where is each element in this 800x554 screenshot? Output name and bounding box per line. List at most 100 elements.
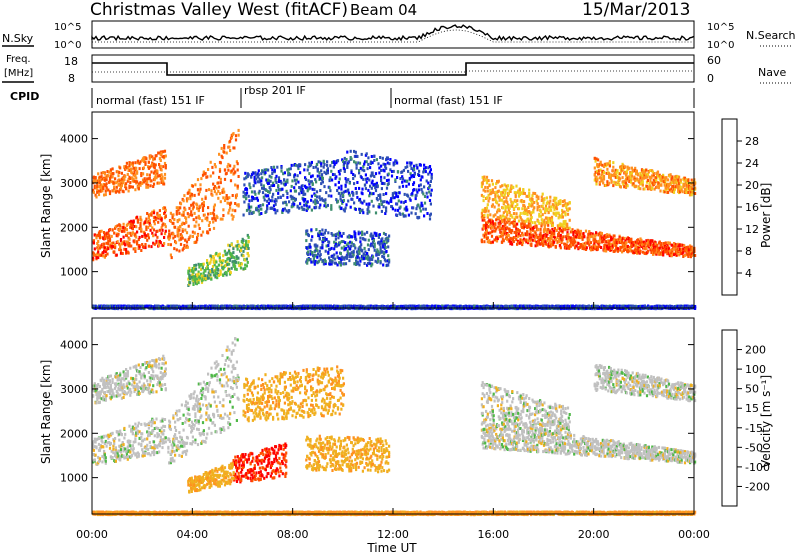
data-cell: [634, 179, 637, 183]
data-cell: [361, 249, 364, 253]
data-cell: [568, 226, 571, 230]
data-cell: [288, 200, 291, 204]
data-cell: [128, 186, 131, 189]
data-cell: [310, 198, 313, 202]
data-cell: [322, 262, 326, 266]
data-cell: [163, 210, 167, 214]
data-cell: [103, 178, 106, 182]
data-cell: [662, 253, 665, 257]
nsky-tick-top: 10^5: [54, 22, 81, 33]
data-cell: [584, 241, 588, 245]
data-cell: [336, 263, 339, 267]
data-cell: [579, 235, 582, 239]
data-cell: [216, 216, 219, 220]
data-cell: [595, 233, 598, 237]
data-cell: [501, 184, 504, 188]
data-cell: [428, 165, 432, 168]
data-cell: [384, 233, 387, 236]
data-cell: [226, 261, 229, 265]
data-cell: [505, 196, 508, 200]
data-cell: [337, 191, 340, 195]
data-cell: [543, 198, 546, 201]
data-cell: [234, 138, 238, 142]
data-cell: [597, 172, 601, 176]
data-cell: [412, 175, 416, 178]
data-cell: [379, 195, 382, 199]
data-cell: [319, 198, 322, 202]
data-cell: [347, 245, 350, 249]
data-cell: [649, 242, 652, 246]
data-cell: [123, 178, 126, 182]
data-cell: [216, 276, 219, 280]
data-cell: [377, 162, 380, 166]
data-cell: [227, 168, 230, 172]
data-cell: [272, 204, 276, 208]
data-cell: [304, 198, 307, 201]
data-cell: [682, 255, 685, 258]
data-cell: [694, 186, 697, 190]
data-cell: [142, 180, 145, 184]
data-cell: [231, 254, 234, 258]
data-cell: [237, 256, 240, 260]
data-cell: [237, 175, 240, 178]
data-cell: [582, 232, 585, 235]
data-cell: [548, 242, 551, 246]
data-cell: [125, 248, 128, 251]
cpid-segment-label: rbsp 201 IF: [244, 84, 306, 97]
data-cell: [330, 262, 333, 266]
data-cell: [496, 237, 499, 241]
data-cell: [329, 176, 332, 180]
data-cell: [380, 169, 383, 172]
data-cell: [122, 181, 125, 185]
data-cell: [425, 191, 428, 195]
data-cell: [96, 185, 99, 189]
data-cell: [185, 217, 188, 221]
data-cell: [624, 239, 627, 243]
data-cell: [163, 206, 167, 210]
data-cell: [671, 250, 674, 254]
data-cell: [190, 210, 193, 214]
data-cell: [179, 206, 182, 210]
data-cell: [401, 212, 405, 216]
data-cell: [229, 201, 233, 205]
data-cell: [345, 203, 348, 207]
data-cell: [373, 159, 376, 162]
data-cell: [678, 181, 681, 185]
data-cell: [244, 263, 247, 267]
data-cell: [507, 233, 510, 237]
data-cell: [312, 260, 315, 264]
data-cell: [503, 200, 506, 204]
data-cell: [103, 172, 106, 176]
data-cell: [674, 185, 677, 189]
data-cell: [396, 202, 399, 206]
data-cell: [92, 190, 95, 194]
data-cell: [362, 237, 365, 241]
data-cell: [212, 213, 216, 217]
data-cell: [670, 189, 673, 193]
data-cell: [385, 209, 388, 213]
data-cell: [379, 193, 382, 197]
data-cell: [118, 190, 121, 194]
data-cell: [151, 210, 154, 214]
data-cell: [215, 186, 218, 190]
data-cell: [359, 245, 362, 249]
data-cell: [542, 228, 546, 232]
data-cell: [384, 212, 387, 215]
data-cell: [328, 186, 331, 190]
data-cell: [679, 178, 682, 182]
data-cell: [363, 256, 366, 260]
data-cell: [377, 257, 380, 261]
data-cell: [227, 162, 230, 166]
data-cell: [179, 237, 183, 241]
data-cell: [385, 192, 388, 196]
data-cell: [547, 237, 550, 240]
data-cell: [232, 251, 235, 255]
data-cell: [344, 206, 347, 210]
data-cell: [185, 199, 189, 203]
data-cell: [600, 232, 603, 235]
data-cell: [513, 217, 516, 221]
data-cell: [153, 242, 156, 246]
data-cell: [429, 212, 432, 216]
data-cell: [673, 245, 676, 248]
data-cell: [97, 247, 100, 251]
